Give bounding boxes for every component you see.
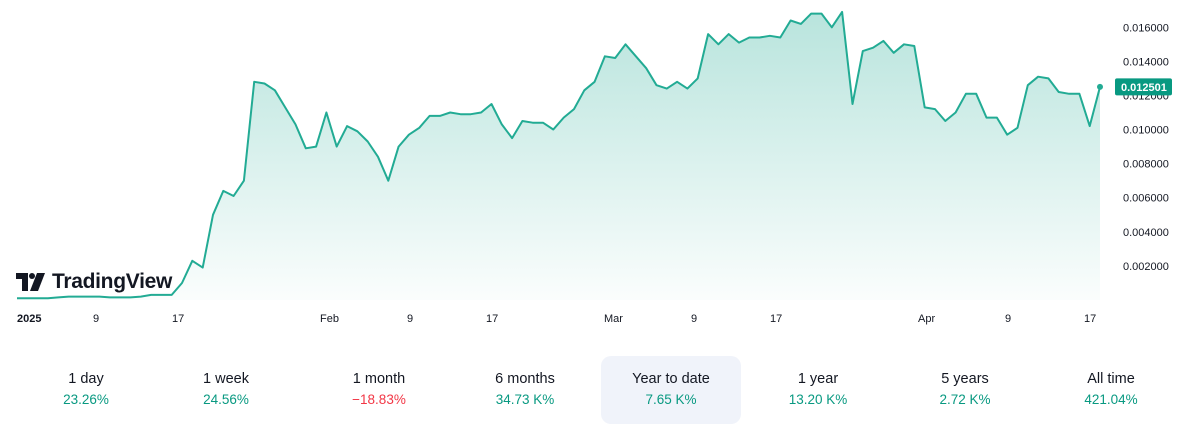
y-tick-label: 0.014000 bbox=[1123, 56, 1169, 68]
price-chart[interactable]: 0.016000 0.014000 0.012000 0.010000 0.008000… bbox=[0, 0, 1200, 330]
period-tab-1-year[interactable]: 1 year 13.20 K% bbox=[748, 356, 888, 424]
period-label: All time bbox=[1087, 371, 1135, 387]
period-label: 1 year bbox=[797, 371, 839, 387]
period-tab-year-to-date[interactable]: Year to date 7.65 K% bbox=[601, 356, 741, 424]
period-change-value: 2.72 K% bbox=[939, 392, 991, 407]
period-label: 1 day bbox=[68, 371, 104, 387]
y-tick-label: 0.002000 bbox=[1123, 261, 1169, 273]
period-change-value: 24.56% bbox=[203, 392, 249, 407]
y-tick-label: 0.010000 bbox=[1123, 125, 1169, 137]
period-tab-5-years[interactable]: 5 years 2.72 K% bbox=[895, 356, 1035, 424]
x-tick-label: 2025 bbox=[17, 313, 41, 325]
period-label: 5 years bbox=[941, 371, 989, 387]
period-change-value: 34.73 K% bbox=[495, 392, 555, 407]
x-tick-label: Mar bbox=[604, 313, 623, 325]
period-tab-1-week[interactable]: 1 week 24.56% bbox=[156, 356, 296, 424]
x-tick-label: 9 bbox=[691, 313, 697, 325]
last-price-label: 0.012501 bbox=[1115, 78, 1172, 96]
tradingview-logo[interactable]: TradingView bbox=[16, 270, 172, 294]
period-label: 6 months bbox=[495, 371, 555, 387]
period-tab-6-months[interactable]: 6 months 34.73 K% bbox=[455, 356, 595, 424]
period-change-value: −18.83% bbox=[352, 392, 406, 407]
x-tick-label: 9 bbox=[93, 313, 99, 325]
period-tab-all-time[interactable]: All time 421.04% bbox=[1041, 356, 1181, 424]
period-label: 1 month bbox=[352, 371, 406, 387]
period-label: Year to date bbox=[632, 371, 710, 387]
x-tick-label: Apr bbox=[918, 313, 935, 325]
x-axis: 2025 9 17 Feb 9 17 Mar 9 17 Apr 9 17 bbox=[17, 313, 1096, 325]
x-tick-label: 17 bbox=[172, 313, 184, 325]
period-tab-1-day[interactable]: 1 day 23.26% bbox=[16, 356, 156, 424]
y-tick-label: 0.008000 bbox=[1123, 159, 1169, 171]
y-tick-label: 0.004000 bbox=[1123, 227, 1169, 239]
price-line bbox=[17, 10, 1101, 300]
period-change-value: 13.20 K% bbox=[788, 392, 848, 407]
last-price-text: 0.012501 bbox=[1121, 82, 1167, 94]
chart-svg: 0.0160000.0140000.0120000.0100000.008000… bbox=[17, 10, 1172, 325]
x-tick-label: 17 bbox=[486, 313, 498, 325]
y-axis: 0.0160000.0140000.0120000.0100000.008000… bbox=[1123, 22, 1169, 273]
x-tick-label: 9 bbox=[407, 313, 413, 325]
y-tick-label: 0.016000 bbox=[1123, 22, 1169, 34]
tradingview-logo-text: TradingView bbox=[52, 270, 173, 293]
period-change-value: 7.65 K% bbox=[645, 392, 697, 407]
period-change-value: 421.04% bbox=[1084, 392, 1138, 407]
period-tab-1-month[interactable]: 1 month −18.83% bbox=[309, 356, 449, 424]
performance-periods: 1 day 23.26% 1 week 24.56% 1 month −18.83% 6 m… bbox=[0, 356, 1200, 424]
y-tick-label: 0.006000 bbox=[1123, 193, 1169, 205]
x-tick-label: 17 bbox=[1084, 313, 1096, 325]
period-change-value: 23.26% bbox=[63, 392, 109, 407]
x-tick-label: 9 bbox=[1005, 313, 1011, 325]
price-area bbox=[17, 11, 1100, 301]
tradingview-logo-icon bbox=[16, 273, 45, 291]
last-price-dot bbox=[1097, 83, 1103, 90]
x-tick-label: 17 bbox=[770, 313, 782, 325]
period-label: 1 week bbox=[203, 371, 249, 387]
x-tick-label: Feb bbox=[320, 313, 339, 325]
